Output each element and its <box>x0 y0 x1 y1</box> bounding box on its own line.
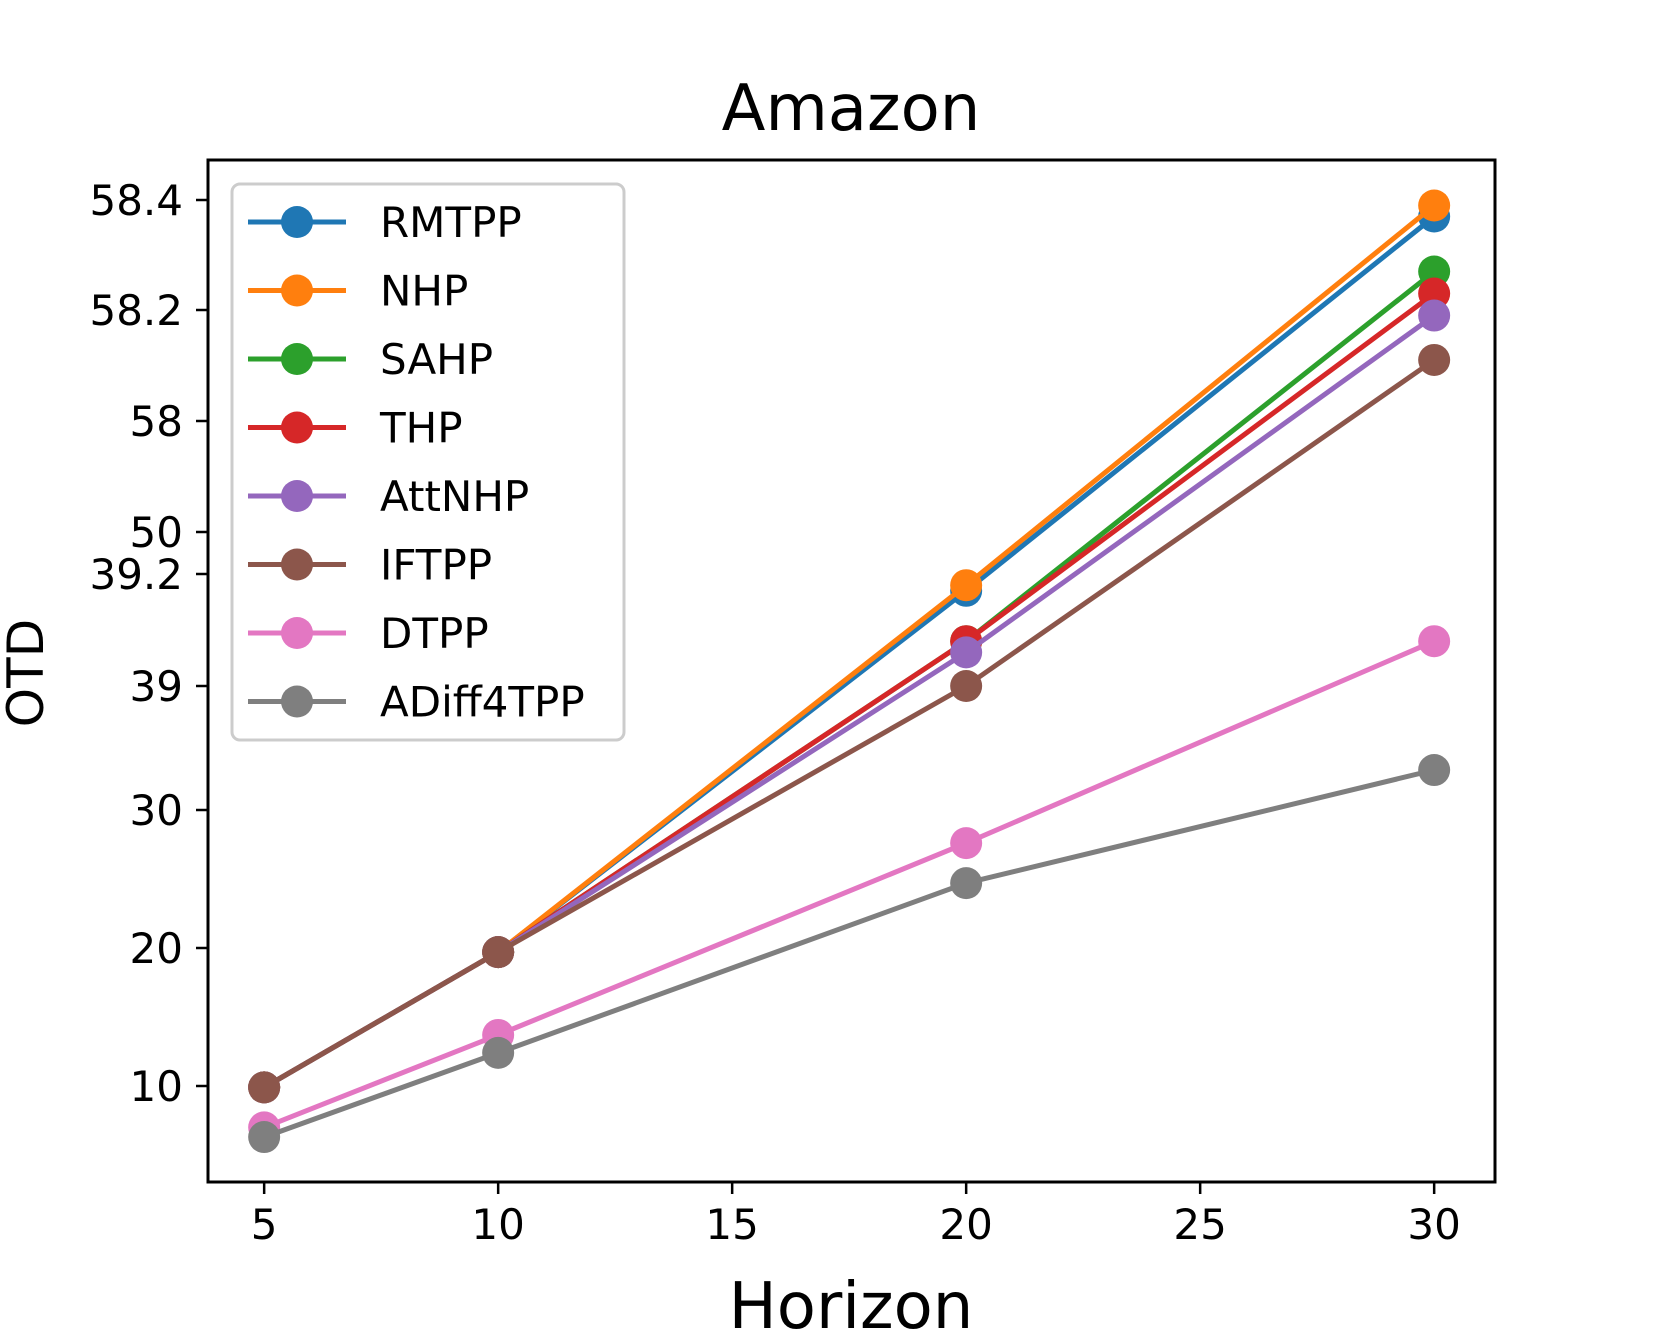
x-tick-label: 30 <box>1407 1200 1460 1249</box>
data-point <box>248 1121 281 1154</box>
data-point <box>950 827 983 860</box>
x-tick-label: 10 <box>471 1200 524 1249</box>
series-line <box>263 767 1435 1140</box>
legend-label: AttNHP <box>380 472 529 521</box>
y-axis-ticks: 10 20 30 39 39.250 58 58.2 58.4 <box>89 176 208 1111</box>
y-tick-label: 20 <box>130 924 183 973</box>
y-tick-label: 58.2 <box>89 286 183 335</box>
legend-label: NHP <box>380 267 468 316</box>
x-tick-label: 20 <box>939 1200 992 1249</box>
legend-marker <box>281 411 313 444</box>
data-point <box>482 1036 515 1069</box>
legend-label: IFTPP <box>380 541 492 590</box>
y-tick-label: 39 <box>130 662 183 711</box>
legend-marker <box>281 343 313 375</box>
x-axis-label: Horizon <box>729 1270 974 1329</box>
x-tick-label: 25 <box>1173 1200 1226 1249</box>
y-tick-label: 58.4 <box>89 176 183 225</box>
legend-marker <box>281 206 313 238</box>
y-tick-label: 10 <box>130 1062 183 1111</box>
data-point <box>1418 625 1451 658</box>
series-dtpp <box>248 625 1451 1144</box>
legend-label: THP <box>379 404 463 453</box>
data-point <box>950 636 983 669</box>
data-point <box>1418 299 1451 332</box>
legend-label: ADiff4TPP <box>380 678 585 727</box>
data-point <box>950 670 983 702</box>
data-point <box>1418 189 1451 222</box>
legend-marker <box>281 480 313 512</box>
data-point <box>1418 343 1451 376</box>
series-line <box>262 357 1436 1090</box>
data-point <box>950 867 983 900</box>
y-tick-label: 50 <box>130 508 183 557</box>
series-iftpp <box>248 343 1451 1104</box>
legend-marker <box>281 548 313 581</box>
legend-label: SAHP <box>380 335 493 384</box>
legend-label: RMTPP <box>380 198 522 247</box>
y-axis-label: OTD <box>0 619 55 727</box>
data-point <box>482 936 515 969</box>
y-tick-label: 30 <box>130 786 183 835</box>
plot-series <box>248 189 1451 1154</box>
x-tick-label: 15 <box>705 1200 758 1249</box>
legend-box <box>230 182 626 742</box>
data-point <box>1418 277 1451 310</box>
chart-title: Amazon <box>722 72 981 146</box>
x-axis-ticks: 5 10 15 20 25 30 <box>251 1182 1461 1249</box>
y-tick-label: 58 <box>130 397 183 446</box>
x-tick-label: 5 <box>251 1200 278 1249</box>
data-point <box>950 569 983 602</box>
series-adiff4tpp <box>248 754 1451 1154</box>
legend-marker <box>281 617 313 649</box>
data-point <box>1418 754 1451 787</box>
series-line <box>263 638 1436 1130</box>
y-tick-label: 39.2 <box>89 550 183 599</box>
legend-label: DTPP <box>380 609 489 658</box>
data-point <box>1418 255 1451 288</box>
legend: RMTPP NHP SAHP THP AttNHP IFTPP DTPP ADiff4TPP <box>230 182 626 742</box>
data-point <box>248 1071 281 1104</box>
plot-frame <box>206 158 1497 1184</box>
legend-marker <box>281 274 313 307</box>
legend-marker <box>281 685 313 718</box>
